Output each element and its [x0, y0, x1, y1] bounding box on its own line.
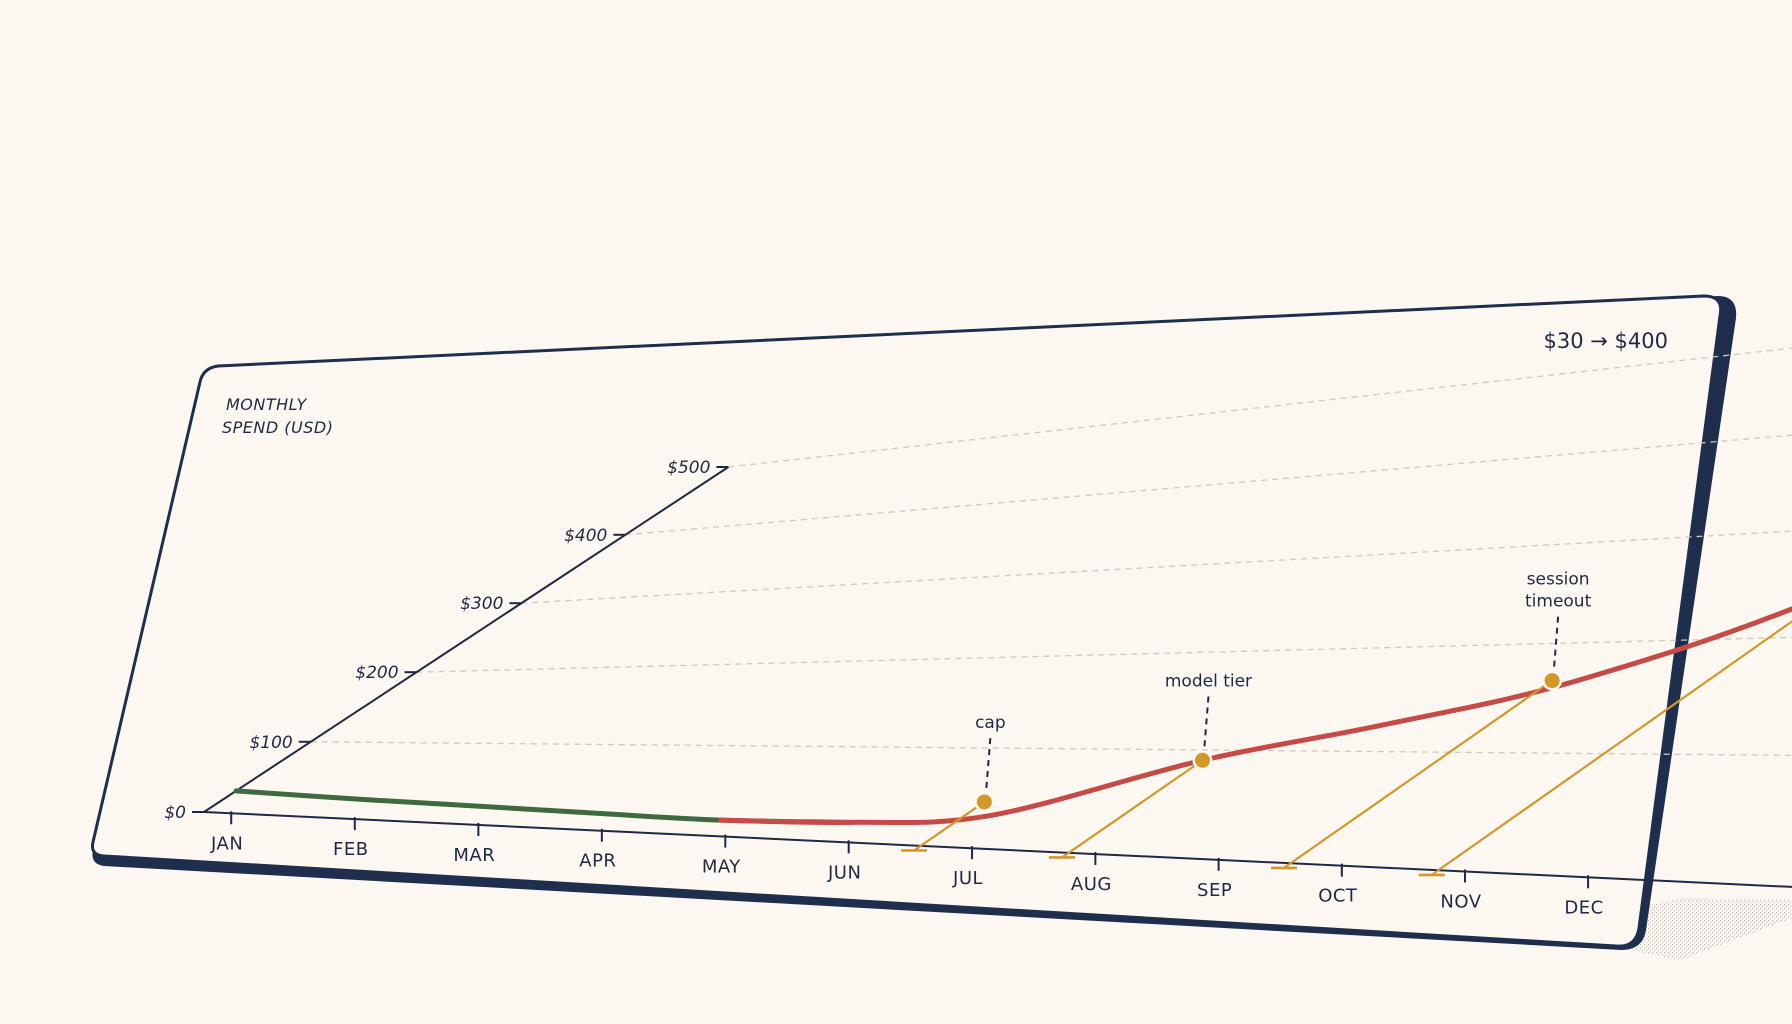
y-tick-label: $0: [164, 803, 186, 823]
gridlines: [310, 347, 1792, 757]
y-axis-ticks: $0 $100 $200 $300 $400 $500: [164, 458, 729, 823]
annotation-marker: [976, 794, 992, 810]
annotation-label-line: model tier: [1165, 671, 1252, 691]
x-tick-label: AUG: [1071, 874, 1112, 895]
y-axis-line: [203, 466, 729, 813]
x-tick-label: FEB: [333, 839, 369, 860]
y-axis-title-line-1: MONTHLY: [226, 395, 308, 414]
annotation-marker: [1544, 673, 1560, 689]
x-tick-label: NOV: [1440, 891, 1481, 912]
y-tick-label: $200: [355, 663, 398, 683]
x-tick-label: MAY: [702, 857, 741, 878]
annotation-leader: [1553, 616, 1560, 667]
x-tick-label: JUL: [952, 868, 983, 889]
y-axis-title-line-2: SPEND (USD): [222, 418, 333, 437]
x-axis-ticks: JAN FEB MAR APR MAY JUN JUL AUG SEP OCT NOV DEC: [210, 811, 1603, 918]
gridline-100: [310, 741, 1792, 757]
x-axis-line: [203, 811, 1792, 888]
annotation-stem: [1431, 620, 1792, 876]
annotation-stem: [913, 801, 985, 852]
x-tick-label: SEP: [1197, 880, 1232, 901]
x-tick-label: JUN: [827, 862, 861, 883]
annotation-label-line: session: [1527, 570, 1590, 590]
annotation-marker: [1194, 752, 1210, 768]
x-tick-label: MAR: [453, 845, 495, 866]
x-tick-label: JAN: [210, 833, 243, 854]
panel-face: [91, 294, 1723, 948]
axes: [203, 466, 1792, 888]
x-tick-label: DEC: [1564, 897, 1603, 918]
annotation-label: session timeout: [1525, 570, 1592, 612]
annotation-label-line: timeout: [1525, 592, 1592, 612]
y-tick-label: $500: [667, 458, 710, 478]
chart-panel: [91, 294, 1737, 950]
x-tick-label: APR: [579, 851, 616, 872]
annotation-stem: [1061, 759, 1204, 859]
annotation-leader: [1203, 696, 1210, 747]
annotation-label-line: cap: [975, 713, 1006, 733]
summary-label: $30 → $400: [1544, 329, 1668, 353]
y-axis-title: MONTHLY SPEND (USD): [222, 395, 333, 437]
gridline-500: [728, 347, 1792, 468]
x-tick-label: OCT: [1318, 886, 1358, 907]
y-tick-label: $300: [460, 594, 503, 614]
gridline-300: [521, 530, 1792, 604]
annotation-label: cap: [975, 713, 1006, 733]
y-tick-label: $400: [564, 526, 607, 546]
annotation-leader: [985, 737, 992, 789]
y-tick-label: $100: [249, 733, 292, 753]
gridline-400: [625, 434, 1792, 536]
annotation-label: model tier: [1165, 671, 1252, 691]
annotation-stem: [1283, 679, 1553, 869]
series-line-rising: [718, 606, 1792, 826]
spend-series: [233, 606, 1792, 826]
